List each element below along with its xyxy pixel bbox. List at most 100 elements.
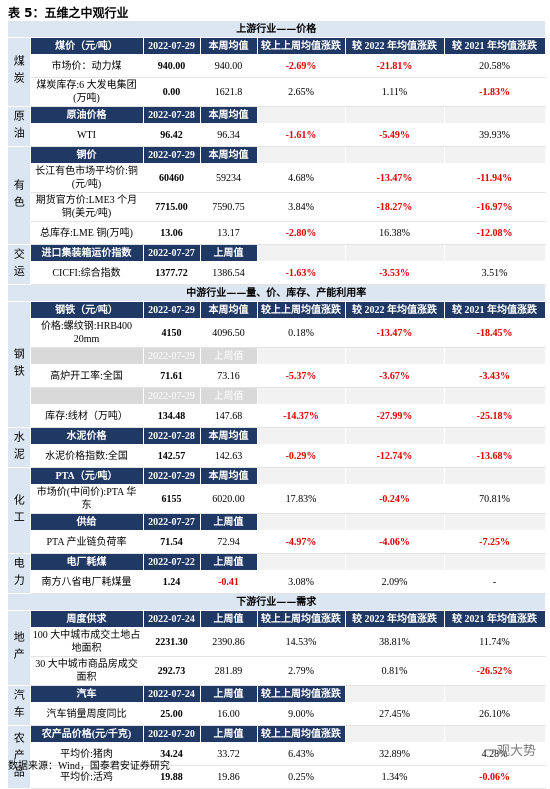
row-label: CICFI:综合指数	[30, 261, 144, 285]
cell-value: 19.86	[200, 765, 258, 789]
cell-value: 59234	[200, 163, 258, 193]
cell-value: 7715.00	[143, 192, 201, 222]
data-row: 市场价(中间价):PTA 华东 6155 6020.00 17.83% -0.24% 70…	[8, 484, 546, 514]
cell-value: 142.57	[143, 444, 201, 468]
row-label: 长江有色市场平均价:铜(元/吨)	[30, 163, 144, 193]
cell-value: -12.08%	[444, 221, 546, 245]
cell-value: -13.68%	[444, 444, 546, 468]
cell-value: -21.81%	[345, 54, 445, 78]
row-label: 汽车销量周度同比	[30, 702, 144, 726]
header-cell	[30, 347, 144, 365]
cell-value: -13.47%	[345, 318, 445, 348]
cell-value: 147.68	[200, 404, 258, 428]
cell-value: 70.81%	[444, 484, 546, 514]
row-label: 水泥价格指数:全国	[30, 444, 144, 468]
cell-value: -3.67%	[345, 364, 445, 388]
header-cell: PTA（元/吨）	[30, 467, 144, 485]
cell-value: 71.61	[143, 364, 201, 388]
cell-value: 3.08%	[257, 570, 346, 594]
data-row: 库存:线材（万吨） 134.48 147.68 -14.37% -27.99% -25.1…	[8, 404, 546, 428]
cell-value: 281.89	[200, 656, 258, 686]
cell-value: -0.06%	[444, 765, 546, 789]
header-cell	[444, 244, 546, 262]
cell-value: 32.89%	[345, 742, 445, 766]
header-cell	[444, 106, 546, 124]
cell-value: -27.99%	[345, 404, 445, 428]
data-row: 市场价：动力煤 940.00 940.00 -2.69% -21.81% 20.58%	[8, 54, 546, 78]
data-row: 总库存:LME 铜(万吨) 13.06 13.17 -2.80% 16.38% -12.0…	[8, 221, 546, 245]
header-cell	[257, 467, 346, 485]
cell-value: 13.06	[143, 221, 201, 245]
side-label: 原油	[8, 106, 31, 147]
cell-value: 14.53%	[257, 627, 346, 657]
data-row: CICFI:综合指数 1377.72 1386.54 -1.63% -3.53% 3.51…	[8, 261, 546, 285]
side-label: 煤炭	[8, 37, 31, 107]
header-row: 原油 原油价格 2022-07-28 本周均值	[8, 106, 546, 147]
header-cell	[444, 146, 546, 164]
cell-value: -4.97%	[257, 530, 346, 554]
cell-value: -13.47%	[345, 163, 445, 193]
header-cell: 上周值	[200, 244, 258, 262]
header-cell: 较 2021 年均值涨跌	[444, 37, 546, 55]
data-row: 期货官方价:LME3 个月铜(美元/吨) 7715.00 7590.75 3.84% -…	[8, 192, 546, 222]
header-cell	[444, 467, 546, 485]
cell-value: 96.34	[200, 123, 258, 147]
cell-value: 6020.00	[200, 484, 258, 514]
cell-value: -1.61%	[257, 123, 346, 147]
header-cell: 较上上周均值涨跌	[257, 725, 346, 743]
row-label: 平均价:猪肉	[30, 742, 144, 766]
cell-value: -1.63%	[257, 261, 346, 285]
header-cell: 较 2021 年均值涨跌	[444, 610, 546, 628]
header-cell: 供给	[30, 513, 144, 531]
header-cell	[444, 725, 546, 743]
header-row: 有色 铜价 2022-07-29 本周均值	[8, 146, 546, 245]
header-cell: 上周值	[200, 513, 258, 531]
cell-value: 3.51%	[444, 261, 546, 285]
data-row: 汽车销量周度同比 25.00 16.00 9.00% 27.45% 26.10%	[8, 702, 546, 726]
row-label: 南方八省电厂耗煤量	[30, 570, 144, 594]
header-cell: 电厂耗煤	[30, 553, 144, 571]
header-cell	[345, 244, 445, 262]
header-cell	[444, 513, 546, 531]
cell-value: 2.09%	[345, 570, 445, 594]
cell-value: -14.37%	[257, 404, 346, 428]
header-cell	[444, 427, 546, 445]
header-cell	[444, 685, 546, 703]
header-cell: 上周值	[200, 725, 258, 743]
cell-value: 71.54	[143, 530, 201, 554]
data-table: 上游行业——价格 煤炭 煤价（元/吨） 2022-07-29 本周均值 较上上周均值涨跌较…	[8, 21, 546, 789]
data-row: 煤炭库存:6 大发电集团(万吨) 0.00 1621.8 2.65% 1.11% -1.8…	[8, 77, 546, 107]
cell-value: 34.24	[143, 742, 201, 766]
cell-value: -	[444, 570, 546, 594]
header-cell: 2022-07-28	[143, 427, 201, 445]
cell-value: -5.37%	[257, 364, 346, 388]
cell-value: 7590.75	[200, 192, 258, 222]
cell-value: 73.16	[200, 364, 258, 388]
side-label: 地产	[8, 610, 31, 686]
side-label: 钢铁	[8, 301, 31, 428]
header-cell: 2022-07-24	[143, 685, 201, 703]
header-cell	[257, 553, 346, 571]
side-label: 汽车	[8, 685, 31, 726]
header-cell: 2022-07-29	[143, 387, 201, 405]
data-row: 长江有色市场平均价:铜(元/吨) 60460 59234 4.68% -13.47% -1…	[8, 163, 546, 193]
section-row: 中游行业——量、价、库存、产能利用率	[8, 284, 546, 302]
side-label: 交运	[8, 244, 31, 285]
cell-value: 20.58%	[444, 54, 546, 78]
header-cell	[444, 387, 546, 405]
header-row: 2022-07-29 上周值	[8, 387, 546, 405]
header-cell: 本周均值	[200, 427, 258, 445]
side-label: 化工	[8, 467, 31, 554]
data-row: 30 大中城市商品房成交面积 292.73 281.89 2.79% 0.81% -26.…	[8, 656, 546, 686]
header-row: 2022-07-29 上周值	[8, 347, 546, 365]
cell-value: 25.00	[143, 702, 201, 726]
header-cell: 上周值	[200, 553, 258, 571]
header-row: 地产 周度供求 2022-07-24 上周值 较上上周均值涨跌较 2022 年均值涨跌较…	[8, 610, 546, 686]
cell-value: 16.38%	[345, 221, 445, 245]
cell-value: -26.52%	[444, 656, 546, 686]
section-title: 下游行业——需求	[8, 593, 546, 611]
header-cell: 较上上周均值涨跌	[257, 685, 346, 703]
header-cell	[257, 427, 346, 445]
cell-value: 1.11%	[345, 77, 445, 107]
header-cell: 上周值	[200, 387, 258, 405]
